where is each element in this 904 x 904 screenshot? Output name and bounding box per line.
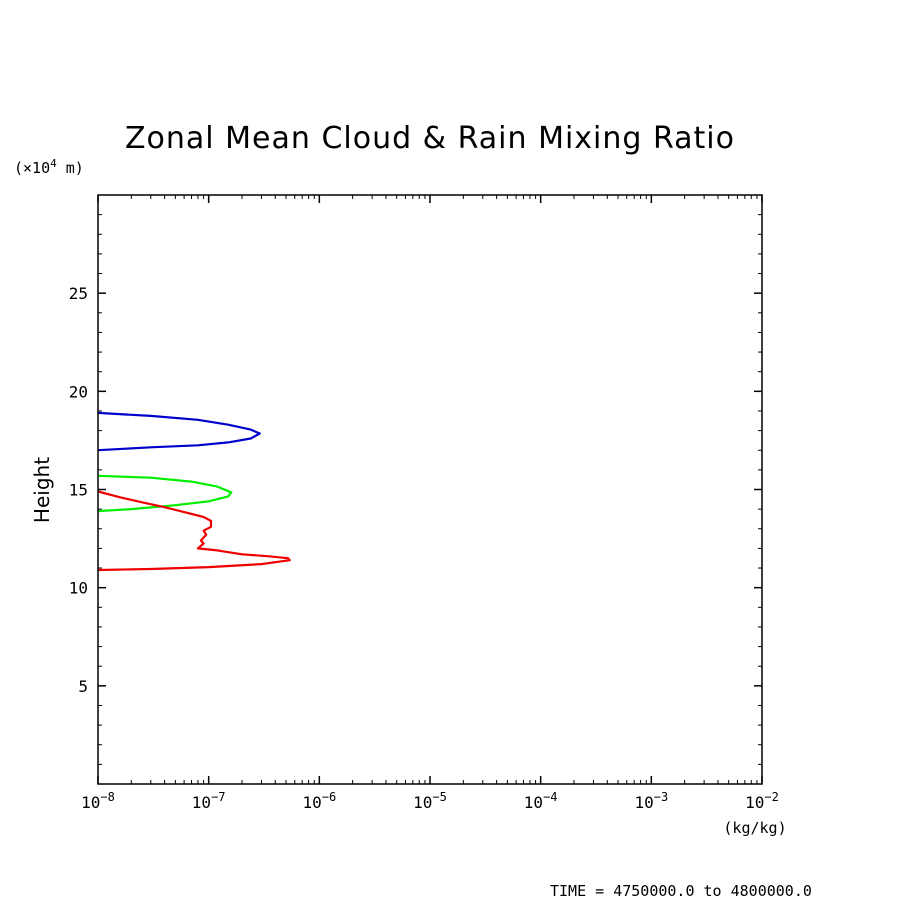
y-tick-label: 15 (69, 481, 88, 500)
x-tick-label-exponent: −5 (432, 790, 446, 804)
y-tick-label: 10 (69, 579, 88, 598)
major-ticks (97, 195, 763, 784)
y-axis-label: Height (30, 457, 54, 523)
y-tick-labels: 5 10 15 20 25 (69, 284, 88, 696)
y-axis-unit-prefix: (×10 (14, 159, 50, 177)
y-tick-label: 20 (69, 382, 88, 401)
plot-frame (97, 194, 763, 785)
x-tick-label: 10−8 (81, 790, 115, 812)
series-line-1 (97, 411, 261, 452)
x-tick-label-exponent: −8 (100, 790, 114, 804)
chart-title: Zonal Mean Cloud & Rain Mixing Ratio (125, 121, 735, 156)
y-tick-label: 25 (69, 284, 88, 303)
x-tick-label: 10−2 (745, 790, 779, 812)
y-tick-label: 5 (78, 677, 88, 696)
series-line-3 (97, 490, 291, 572)
series-line-2 (97, 474, 233, 513)
x-tick-label-base: 10 (413, 793, 432, 812)
x-tick-label-exponent: −2 (764, 790, 778, 804)
y-axis-unit-exponent: 4 (50, 157, 57, 170)
series-lines (97, 411, 291, 572)
x-tick-label-base: 10 (302, 793, 321, 812)
x-tick-label-exponent: −6 (322, 790, 336, 804)
y-axis-unit: (×104 m) (14, 157, 84, 177)
x-tick-label-base: 10 (192, 793, 211, 812)
y-axis-unit-suffix: m) (57, 159, 84, 177)
x-tick-label: 10−5 (413, 790, 447, 812)
minor-ticks (98, 195, 762, 784)
x-tick-label-exponent: −4 (543, 790, 557, 804)
x-tick-label: 10−6 (302, 790, 336, 812)
x-tick-label: 10−3 (634, 790, 668, 812)
x-tick-label: 10−4 (524, 790, 558, 812)
x-tick-label-base: 10 (745, 793, 764, 812)
x-tick-label: 10−7 (192, 790, 226, 812)
x-tick-label-base: 10 (634, 793, 653, 812)
x-tick-label-base: 10 (524, 793, 543, 812)
x-axis-unit: (kg/kg) (723, 819, 786, 837)
x-tick-label-base: 10 (81, 793, 100, 812)
x-tick-label-exponent: −7 (211, 790, 225, 804)
time-range-label: TIME = 4750000.0 to 4800000.0 (550, 882, 812, 900)
x-tick-label-exponent: −3 (654, 790, 668, 804)
x-tick-labels: 10−8 10−7 10−6 10−5 10−4 10−3 10−2 (81, 790, 779, 812)
